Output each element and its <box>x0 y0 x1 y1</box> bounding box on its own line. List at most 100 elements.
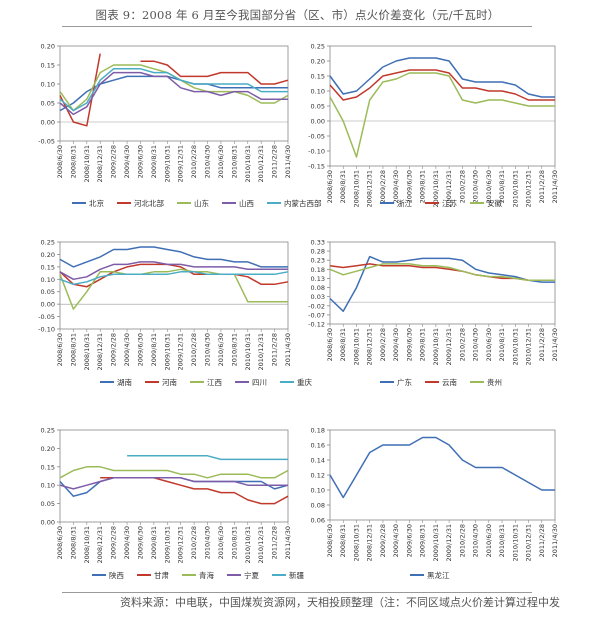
legend-label: 内蒙古西部 <box>284 198 322 208</box>
x-tick-label: 2009/8/31 <box>419 524 427 557</box>
legend-label: 黑龙江 <box>427 570 450 580</box>
legend-label: 湖南 <box>117 377 132 387</box>
legend-label: 云南 <box>442 377 457 387</box>
x-tick-label: 2011/2/28 <box>538 328 546 361</box>
x-tick-label: 2009/10/31 <box>163 333 171 370</box>
y-tick-label: 0.10 <box>311 88 325 96</box>
x-tick-label: 2008/6/30 <box>56 333 64 366</box>
x-tick-label: 2010/4/30 <box>204 526 212 559</box>
y-tick-label: 0.20 <box>311 58 325 66</box>
x-tick-label: 2011/4/30 <box>284 526 292 559</box>
x-tick-label: 2010/6/30 <box>217 526 225 559</box>
x-tick-label: 2010/4/30 <box>472 524 480 557</box>
legend-label: 重庆 <box>297 377 312 387</box>
legend-label: 贵州 <box>487 377 502 387</box>
x-tick-label: 2009/2/28 <box>110 526 118 559</box>
x-tick-label: 2008/10/31 <box>83 333 91 370</box>
x-tick-label: 2009/12/31 <box>177 526 185 563</box>
y-tick-label: -0.12 <box>308 321 325 329</box>
x-tick-label: 2009/6/30 <box>405 524 413 557</box>
x-tick-label: 2011/2/28 <box>271 145 279 178</box>
plot-frame <box>59 429 289 523</box>
x-tick-label: 2009/2/28 <box>110 145 118 178</box>
x-tick-label: 2009/10/31 <box>432 328 440 365</box>
y-tick-label: 0.18 <box>311 266 325 274</box>
x-tick-label: 2008/12/31 <box>366 328 374 365</box>
x-tick-label: 2011/2/28 <box>271 526 279 559</box>
y-tick-label: 0.10 <box>41 482 55 490</box>
x-tick-label: 2010/4/30 <box>204 145 212 178</box>
y-tick-label: 0.16 <box>311 442 325 450</box>
y-tick-label: -0.07 <box>308 311 325 319</box>
x-tick-label: 2008/6/30 <box>326 328 334 361</box>
x-tick-label: 2009/6/30 <box>136 145 144 178</box>
x-tick-label: 2010/2/28 <box>190 333 198 366</box>
x-tick-label: 2009/4/30 <box>392 170 400 203</box>
series-line-4 <box>59 271 289 286</box>
x-tick-label: 2009/6/30 <box>405 328 413 361</box>
x-tick-label: 2008/6/30 <box>326 170 334 203</box>
x-tick-label: 2008/6/30 <box>56 526 64 559</box>
x-tick-label: 2011/2/28 <box>538 170 546 203</box>
x-tick-label: 2008/12/31 <box>366 524 374 561</box>
y-tick-label: 0.15 <box>311 73 325 81</box>
x-tick-label: 2008/12/31 <box>96 145 104 182</box>
y-tick-label: 0.18 <box>311 427 325 435</box>
series-line-2 <box>59 466 289 479</box>
y-tick-label: 0.00 <box>41 119 55 127</box>
x-tick-label: 2009/12/31 <box>177 333 185 370</box>
x-tick-label: 2010/8/31 <box>498 170 506 203</box>
y-tick-label: -0.10 <box>308 148 325 156</box>
series-line-0 <box>59 477 289 497</box>
x-tick-label: 2008/8/31 <box>69 526 77 559</box>
legend-label: 山西 <box>239 198 254 208</box>
legend-label: 浙江 <box>397 198 412 208</box>
x-tick-label: 2009/12/31 <box>177 145 185 182</box>
x-tick-label: 2010/4/30 <box>472 328 480 361</box>
y-tick-label: -0.10 <box>38 326 55 334</box>
y-tick-label: 0.10 <box>41 81 55 89</box>
x-tick-label: 2010/10/31 <box>244 145 252 182</box>
x-tick-label: 2010/2/28 <box>458 170 466 203</box>
y-tick-label: 0.10 <box>311 487 325 495</box>
x-tick-label: 2008/10/31 <box>352 524 360 561</box>
x-tick-label: 2010/12/31 <box>257 526 265 563</box>
chart-panel-east: 0.250.200.150.100.050.00-0.05-0.10-0.152… <box>308 43 559 209</box>
source-note: 资料来源：中电联，中国煤炭资源网，天相投顾整理（注：不同区域点火价差计算过程中发… <box>120 596 560 609</box>
x-tick-label: 2008/8/31 <box>339 328 347 361</box>
x-tick-label: 2008/12/31 <box>366 170 374 207</box>
series-line-0 <box>329 255 555 312</box>
x-tick-label: 2010/2/28 <box>458 328 466 361</box>
x-tick-label: 2010/2/28 <box>190 526 198 559</box>
x-tick-label: 2009/8/31 <box>150 526 158 559</box>
y-tick-label: 0.00 <box>41 301 55 309</box>
x-tick-label: 2009/12/31 <box>445 524 453 561</box>
x-tick-label: 2009/6/30 <box>405 170 413 203</box>
y-tick-label: 0.28 <box>311 248 325 256</box>
x-tick-label: 2010/2/28 <box>190 145 198 178</box>
y-tick-label: 0.06 <box>311 517 325 525</box>
x-tick-label: 2010/10/31 <box>244 526 252 563</box>
x-tick-label: 2010/8/31 <box>498 328 506 361</box>
series-line-0 <box>59 246 288 268</box>
x-tick-label: 2008/8/31 <box>339 170 347 203</box>
x-tick-label: 2010/6/30 <box>485 170 493 203</box>
y-tick-label: 0.05 <box>41 500 55 508</box>
x-tick-label: 2010/10/31 <box>244 333 252 370</box>
series-line-4 <box>59 68 288 112</box>
y-tick-label: 0.14 <box>311 457 325 465</box>
x-tick-label: 2010/4/30 <box>472 170 480 203</box>
y-tick-label: 0.25 <box>311 43 325 51</box>
series-line-3 <box>59 261 288 281</box>
y-tick-label: 0.12 <box>311 472 325 480</box>
legend-label: 新疆 <box>289 570 304 580</box>
plot-frame <box>329 45 556 167</box>
y-tick-label: 0.08 <box>311 502 325 510</box>
x-tick-label: 2009/2/28 <box>379 524 387 557</box>
x-tick-label: 2009/12/31 <box>445 328 453 365</box>
x-tick-label: 2009/8/31 <box>150 333 158 366</box>
legend-label: 甘肃 <box>154 570 169 580</box>
y-tick-label: 0.05 <box>41 100 55 108</box>
x-tick-label: 2011/2/28 <box>271 333 279 366</box>
